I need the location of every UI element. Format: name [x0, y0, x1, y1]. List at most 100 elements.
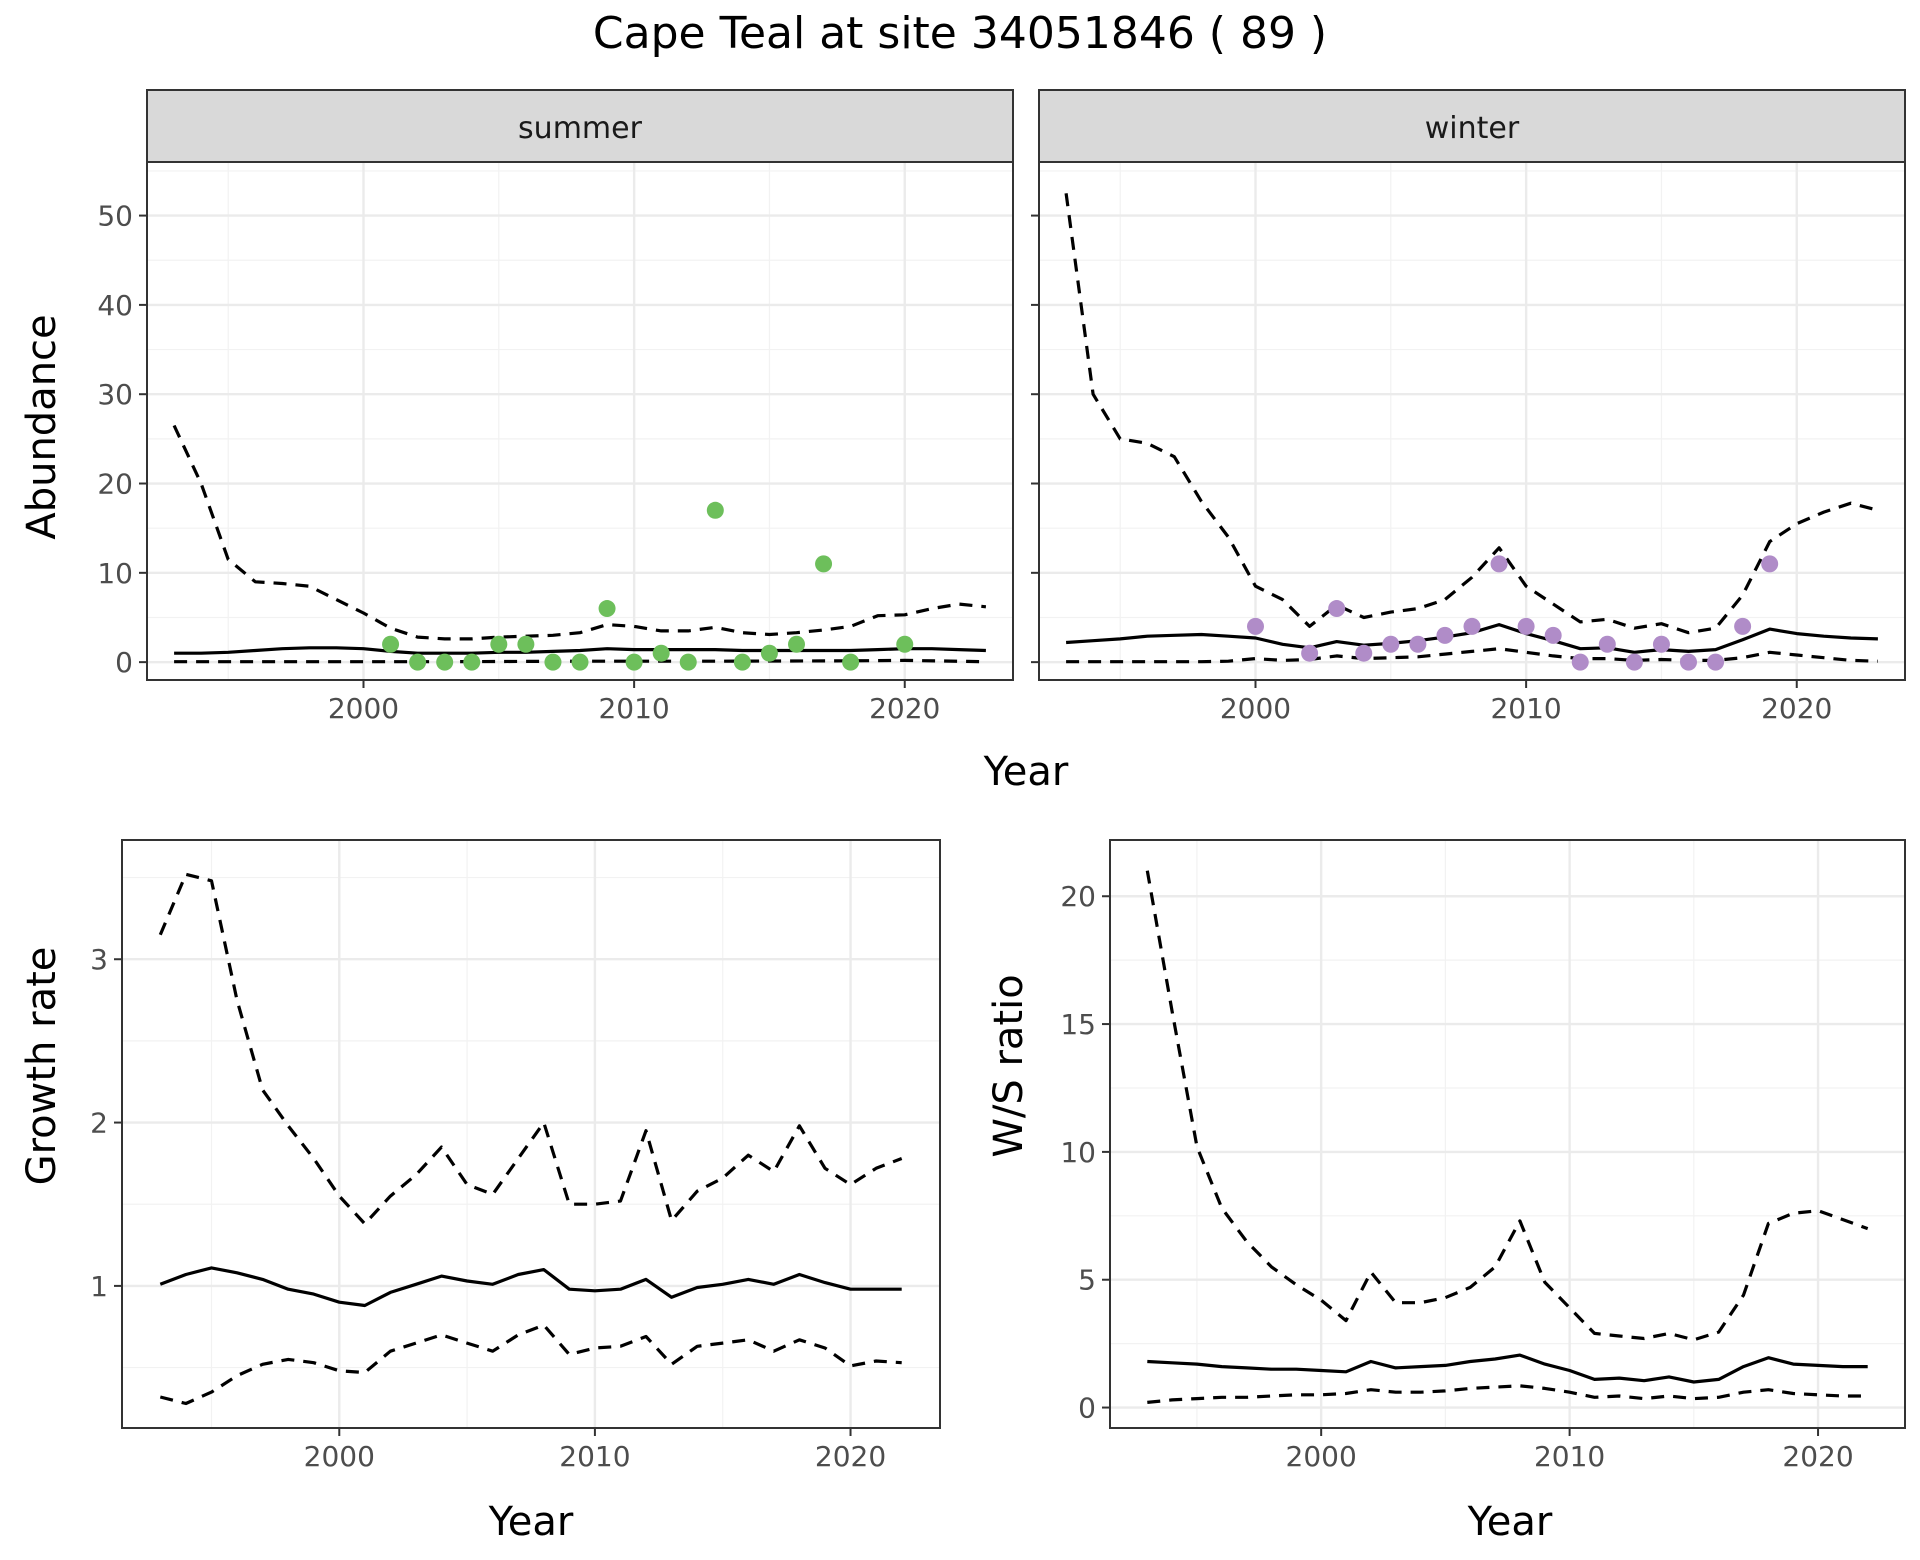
- observed-point: [1544, 626, 1562, 644]
- figure-title: Cape Teal at site 34051846 ( 89 ): [593, 8, 1327, 59]
- abundance-x-axis-title: Year: [983, 749, 1069, 795]
- observed-point: [842, 653, 860, 671]
- y-tick-label: 0: [1078, 1392, 1096, 1425]
- panel-border: [1038, 161, 1906, 681]
- strip-label-summer: summer: [518, 111, 643, 146]
- y-tick-label: 40: [97, 289, 133, 322]
- ratio-x-axis-title: Year: [1467, 1499, 1553, 1545]
- x-tick-label: 2000: [328, 692, 399, 725]
- observed-point: [652, 644, 670, 662]
- panel-summer: 2000 2010 2020 0 10 20 30 40 50: [97, 161, 1014, 725]
- observed-point: [409, 653, 427, 671]
- series-line-upper: [172, 424, 987, 641]
- y-tick-label: 10: [1060, 1136, 1096, 1169]
- panel-background: [122, 840, 940, 1428]
- observed-point: [544, 653, 562, 671]
- observed-point: [1328, 600, 1346, 618]
- observed-point: [1409, 635, 1427, 653]
- observed-point: [1490, 555, 1508, 573]
- x-tick-label: 2010: [1490, 692, 1561, 725]
- strip-label-winter: winter: [1425, 111, 1520, 146]
- panel-background: [1039, 162, 1905, 680]
- y-tick-label: 20: [97, 468, 133, 501]
- observed-point: [1301, 644, 1319, 662]
- panel-background: [1110, 840, 1905, 1428]
- observed-point: [598, 600, 616, 618]
- x-tick-label: 2000: [1286, 1440, 1357, 1473]
- y-tick-label: 20: [1060, 880, 1096, 913]
- series-line-estimate: [1147, 1353, 1868, 1384]
- x-tick-label: 2010: [598, 692, 669, 725]
- panel-winter: 2000 2010 2020: [1031, 161, 1906, 725]
- y-tick-label: 2: [90, 1107, 108, 1140]
- y-tick-label: 0: [115, 646, 133, 679]
- x-tick-label: 2020: [1782, 1440, 1853, 1473]
- observed-point: [706, 501, 724, 519]
- strip-summer: [146, 89, 1014, 163]
- growth-y-axis-title: Growth rate: [19, 947, 65, 1186]
- observed-point: [1625, 653, 1643, 671]
- x-tick-label: 2010: [559, 1440, 630, 1473]
- y-tick-label: 1: [90, 1270, 108, 1303]
- series-line-estimate: [174, 646, 986, 655]
- series-line-lower: [1066, 647, 1878, 664]
- x-tick-label: 2000: [1220, 692, 1291, 725]
- x-tick-label: 2020: [815, 1440, 886, 1473]
- observed-point: [815, 555, 833, 573]
- y-tick-label: 50: [97, 200, 133, 233]
- x-tick-label: 2020: [1761, 692, 1832, 725]
- observed-point: [1680, 653, 1697, 671]
- observed-point: [1761, 555, 1779, 573]
- panel-background: [147, 162, 1013, 680]
- abundance-y-axis-title: Abundance: [19, 314, 65, 539]
- observed-point: [463, 653, 481, 671]
- abundance-panel-winter: winter: [1038, 89, 1906, 163]
- y-tick-label: 5: [1078, 1264, 1096, 1297]
- series-line-lower: [1147, 1384, 1868, 1404]
- observed-point: [1517, 617, 1535, 635]
- panel-ratio: 2000 2010 2020 0 5 10 15 20: [1060, 839, 1906, 1473]
- observed-point: [1571, 653, 1589, 671]
- observed-point: [788, 635, 805, 653]
- observed-point: [625, 653, 643, 671]
- series-line-upper: [1064, 193, 1879, 635]
- growth-x-axis-title: Year: [488, 1499, 574, 1545]
- series-line-upper: [158, 872, 903, 1226]
- observed-point: [382, 635, 400, 653]
- y-tick-label: 15: [1060, 1008, 1096, 1041]
- observed-point: [679, 653, 697, 671]
- observed-point: [517, 635, 535, 653]
- observed-point: [436, 653, 454, 671]
- observed-point: [1652, 635, 1670, 653]
- y-tick-label: 3: [90, 943, 108, 976]
- observed-point: [1247, 617, 1264, 635]
- observed-point: [896, 635, 914, 653]
- panel-border: [1109, 839, 1906, 1429]
- series-line-lower: [159, 1323, 902, 1406]
- strip-winter: [1038, 89, 1906, 163]
- observed-point: [733, 653, 751, 671]
- observed-point: [1734, 617, 1752, 635]
- observed-point: [1707, 653, 1725, 671]
- abundance-panel-summer: summer: [146, 89, 1014, 163]
- observed-point: [1463, 617, 1481, 635]
- panel-border: [121, 839, 941, 1429]
- x-tick-label: 2000: [304, 1440, 375, 1473]
- observed-point: [760, 644, 778, 662]
- x-tick-label: 2010: [1534, 1440, 1605, 1473]
- observed-point: [1436, 626, 1454, 644]
- observed-point: [490, 635, 508, 653]
- observed-point: [1355, 644, 1373, 662]
- observed-point: [1598, 635, 1616, 653]
- panel-growth: 2000 2010 2020 1 2 3: [90, 839, 941, 1473]
- observed-point: [1382, 635, 1400, 653]
- ratio-y-axis-title: W/S ratio: [986, 974, 1032, 1157]
- panel-border: [146, 161, 1014, 681]
- x-tick-label: 2020: [869, 692, 940, 725]
- y-tick-label: 30: [97, 378, 133, 411]
- y-tick-label: 10: [97, 557, 133, 590]
- series-line-estimate: [159, 1266, 902, 1308]
- observed-point: [571, 653, 589, 671]
- series-line-lower: [174, 658, 986, 664]
